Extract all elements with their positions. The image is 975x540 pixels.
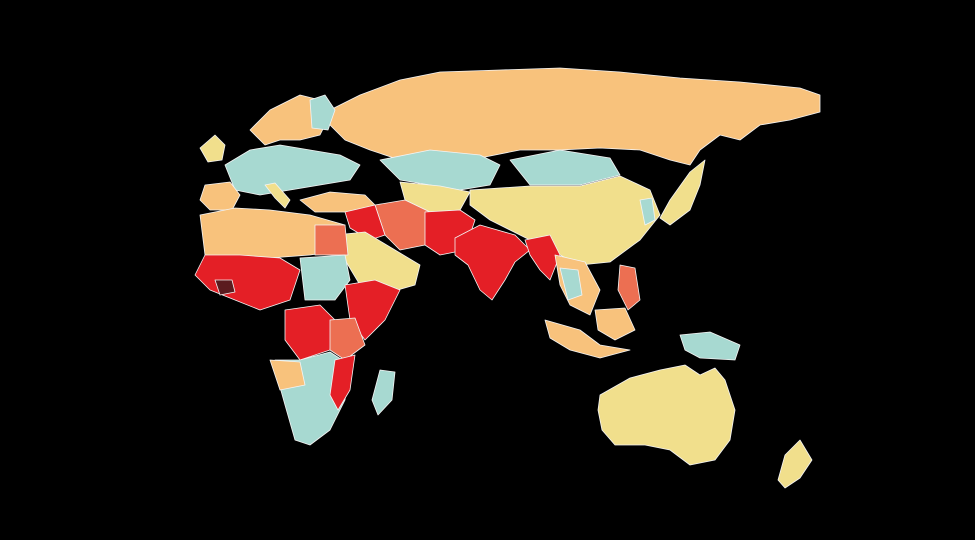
middle-east xyxy=(344,204,386,241)
egypt xyxy=(314,224,349,256)
arabia xyxy=(334,231,421,296)
east-africa xyxy=(329,317,366,361)
angola xyxy=(269,359,306,391)
korea xyxy=(639,197,656,226)
new-guinea xyxy=(679,331,741,361)
sahel xyxy=(194,254,301,311)
land xyxy=(194,67,821,489)
china xyxy=(469,175,661,266)
borneo-sulawesi xyxy=(594,307,636,341)
mongolia xyxy=(509,149,621,186)
sudan xyxy=(299,254,351,301)
finland xyxy=(309,94,336,131)
thailand xyxy=(559,267,583,301)
new-zealand xyxy=(777,439,813,489)
uk xyxy=(199,134,226,163)
western-europe xyxy=(224,144,361,196)
mozambique xyxy=(329,354,356,411)
australia xyxy=(597,364,736,466)
philippines xyxy=(617,264,641,311)
burkina xyxy=(214,279,236,296)
myanmar-bangladesh xyxy=(524,234,561,281)
madagascar xyxy=(371,369,396,416)
india xyxy=(454,224,531,301)
italy xyxy=(264,182,291,209)
japan xyxy=(659,159,706,226)
indonesia-west xyxy=(544,319,631,359)
kazakhstan xyxy=(379,149,501,191)
